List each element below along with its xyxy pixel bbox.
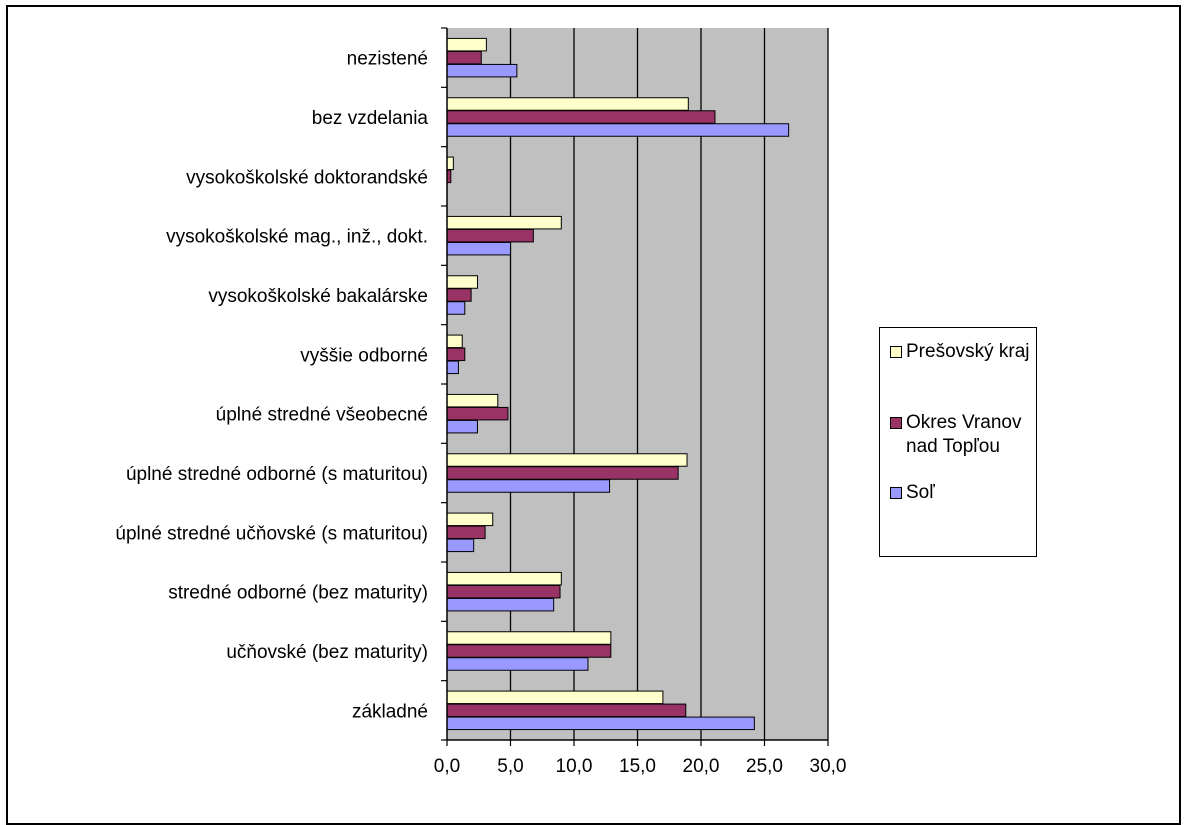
axes bbox=[441, 27, 829, 746]
category-label: úplné stredné učňovské (s maturitou) bbox=[115, 523, 428, 544]
bar bbox=[446, 110, 716, 124]
bar bbox=[446, 479, 611, 493]
bar bbox=[446, 63, 518, 78]
category-label: základné bbox=[352, 701, 428, 722]
bar bbox=[446, 301, 466, 315]
bar bbox=[446, 453, 688, 467]
bar bbox=[446, 419, 478, 434]
bar bbox=[446, 334, 463, 349]
bar bbox=[446, 597, 555, 612]
bar bbox=[446, 703, 687, 718]
bar bbox=[446, 275, 478, 289]
x-tick-label: 15,0 bbox=[619, 756, 656, 777]
legend-label: Soľ bbox=[906, 482, 935, 503]
bar bbox=[446, 123, 790, 137]
bar bbox=[446, 288, 472, 302]
category-label: vysokoškolské mag., inž., dokt. bbox=[166, 227, 428, 248]
category-label: úplné stredné všeobecné bbox=[216, 405, 428, 426]
legend: Prešovský kraj Okres Vranov nad Topľou S… bbox=[879, 327, 1037, 557]
legend-swatch-presovsky-kraj bbox=[890, 346, 902, 358]
x-tick-label: 0,0 bbox=[434, 756, 460, 777]
bar bbox=[446, 657, 589, 671]
x-tick-label: 10,0 bbox=[556, 756, 593, 777]
x-tick-label: 5,0 bbox=[497, 756, 523, 777]
bar bbox=[446, 525, 486, 540]
bar bbox=[446, 644, 612, 658]
bar bbox=[446, 228, 534, 243]
category-labels: nezistené bez vzdelania vysokoškolské dokt… bbox=[115, 49, 428, 723]
category-label: bez vzdelania bbox=[312, 108, 429, 129]
bar bbox=[446, 631, 612, 645]
bar bbox=[446, 466, 679, 480]
bar bbox=[446, 97, 689, 111]
bar-chart: nezistené bez vzdelania vysokoškolské dokt… bbox=[115, 27, 847, 777]
x-tick-label: 20,0 bbox=[683, 756, 720, 777]
category-label: vyššie odborné bbox=[300, 345, 428, 366]
bar bbox=[446, 538, 475, 553]
bars bbox=[446, 37, 790, 731]
bar bbox=[446, 584, 561, 599]
legend-label: Okres Vranov nad Topľou bbox=[906, 412, 1022, 457]
bar bbox=[446, 360, 459, 375]
category-label: úplné stredné odborné (s maturitou) bbox=[126, 464, 428, 485]
category-label: vysokoškolské doktorandské bbox=[186, 167, 428, 188]
bar bbox=[446, 406, 509, 421]
tick-labels: 0,0 5,0 10,0 15,0 20,0 25,0 30,0 bbox=[434, 756, 847, 777]
bar bbox=[446, 690, 664, 705]
bar bbox=[446, 347, 466, 362]
category-label: učňovské (bez maturity) bbox=[226, 642, 428, 663]
category-label: nezistené bbox=[347, 49, 428, 70]
bar bbox=[446, 37, 487, 52]
category-label: vysokoškolské bakalárske bbox=[208, 286, 428, 307]
grid-lines bbox=[509, 28, 829, 740]
bar bbox=[446, 241, 511, 256]
x-tick-label: 25,0 bbox=[746, 756, 783, 777]
bar bbox=[446, 716, 755, 731]
legend-swatch-okres-vranov bbox=[890, 417, 902, 429]
category-label: stredné odborné (bez maturity) bbox=[168, 583, 428, 604]
bar bbox=[446, 156, 454, 171]
x-tick-label: 30,0 bbox=[810, 756, 847, 777]
bar bbox=[446, 393, 499, 408]
legend-label: Prešovský kraj bbox=[906, 341, 1030, 362]
bar bbox=[446, 215, 562, 230]
bar bbox=[446, 50, 482, 65]
bar bbox=[446, 512, 494, 527]
legend-swatch-sol bbox=[890, 487, 902, 499]
bar bbox=[446, 571, 562, 586]
